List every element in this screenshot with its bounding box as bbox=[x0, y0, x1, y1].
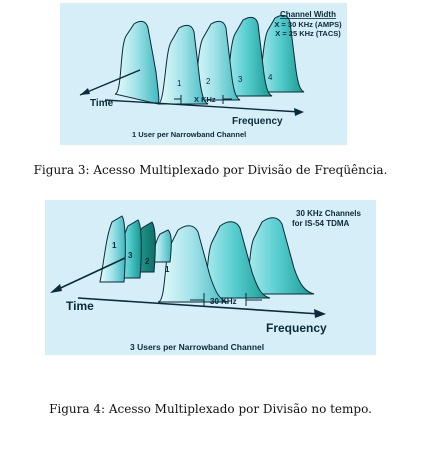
fig4-frequency-arrowhead bbox=[314, 309, 326, 318]
figure4-caption: Figura 4: Acesso Multiplexado por Divisã… bbox=[49, 402, 372, 416]
fig3-channel-number-1: 1 bbox=[177, 79, 182, 88]
fig3-subtitle: 1 User per Narrowband Channel bbox=[132, 130, 246, 139]
fig3-channel-width-title: Channel Width bbox=[280, 10, 336, 19]
fig4-time-arrowhead bbox=[50, 284, 62, 293]
fig3-time-axis bbox=[79, 69, 141, 96]
fig4-slot-number-2: 2 bbox=[145, 257, 150, 266]
fig4-subtitle: 3 Users per Narrowband Channel bbox=[130, 342, 264, 352]
fig3-channel-number-4: 4 bbox=[268, 73, 273, 82]
fig3-channel-number-2: 2 bbox=[206, 77, 211, 86]
fig3-spacing-label: X KHz bbox=[194, 95, 216, 104]
fig4-spacing-label: 30 KHz bbox=[210, 297, 237, 306]
fig3-channel-width-amps: X = 30 KHz (AMPS) bbox=[274, 20, 342, 29]
fig3-time-arrowhead bbox=[80, 88, 90, 95]
fig4-slot-number-3: 3 bbox=[128, 251, 133, 260]
fig3-frequency-arrowhead bbox=[294, 108, 304, 116]
fig4-slot-number-1b: 1 bbox=[165, 265, 170, 274]
fig3-channel-1 bbox=[157, 24, 209, 105]
fig4-time-label: Time bbox=[66, 299, 94, 313]
fig4-time-axis bbox=[51, 257, 126, 293]
fig3-frequency-label: Frequency bbox=[232, 116, 283, 127]
fig4-frequency-axis bbox=[77, 297, 321, 315]
fig4-channels-title-1: 30 KHz Channels bbox=[296, 209, 361, 218]
figure3-caption: Figura 3: Acesso Multiplexado por Divisã… bbox=[33, 163, 388, 177]
fig3-channel-width-tacs: X = 25 KHz (TACS) bbox=[275, 29, 341, 38]
fig3-frequency-axis bbox=[104, 99, 301, 113]
fig4-channels-title-2: for IS-54 TDMA bbox=[292, 219, 350, 228]
fig3-channel-number-3: 3 bbox=[238, 75, 243, 84]
fig4-slot-number-1: 1 bbox=[112, 241, 117, 250]
fig4-channel-1 bbox=[157, 225, 229, 303]
fig4-frequency-label: Frequency bbox=[266, 321, 327, 335]
fig3-time-label: Time bbox=[90, 98, 114, 109]
fig3-channel-1-depth bbox=[114, 20, 160, 105]
fig4-time-slot-1 bbox=[99, 215, 126, 283]
